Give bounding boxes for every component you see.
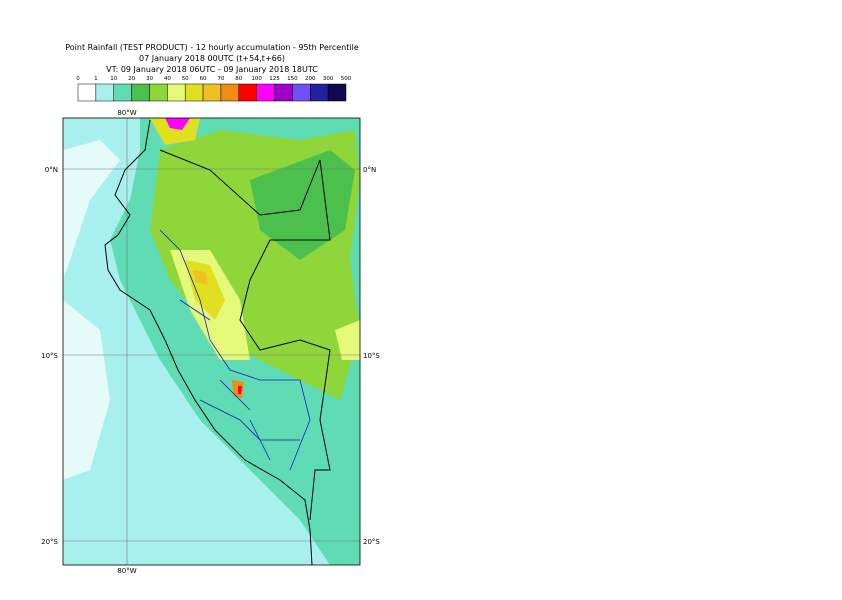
legend-swatch xyxy=(77,83,97,102)
legend-label: 60 xyxy=(200,76,207,82)
legend-label: 100 xyxy=(251,76,262,82)
lat-label: 10°S xyxy=(41,352,58,360)
legend-label: 20 xyxy=(128,76,135,82)
legend-swatch xyxy=(292,83,311,102)
lat-label: 20°S xyxy=(363,538,380,546)
legend-swatch xyxy=(131,83,150,102)
map xyxy=(63,118,360,565)
legend-label: 150 xyxy=(287,76,298,82)
lat-label: 0°N xyxy=(363,166,376,174)
legend-swatch xyxy=(274,83,293,102)
legend-swatch xyxy=(95,83,114,102)
legend-swatch xyxy=(167,83,186,102)
lat-label: 0°N xyxy=(45,166,58,174)
legend-label: 40 xyxy=(164,76,171,82)
valid-time: VT: 09 January 2018 06UTC - 09 January 2… xyxy=(106,65,318,74)
legend-swatch xyxy=(202,83,222,102)
legend-swatch xyxy=(220,83,240,102)
legend: 0 1 10 20 30 40 50 60 70 80 100 125 150 200 300 500 xyxy=(76,76,352,102)
base-time: 07 January 2018 00UTC (t+54,t+66) xyxy=(139,54,285,63)
lon-label: 80°W xyxy=(117,567,136,575)
legend-swatch xyxy=(310,83,329,102)
legend-label: 300 xyxy=(323,76,334,82)
legend-label: 50 xyxy=(182,76,189,82)
legend-label: 1 xyxy=(94,76,98,82)
lat-label: 20°S xyxy=(41,538,58,546)
legend-swatch xyxy=(149,83,168,102)
legend-swatch xyxy=(327,83,347,102)
legend-label: 125 xyxy=(269,76,280,82)
legend-swatch xyxy=(113,83,132,102)
legend-label: 0 xyxy=(76,76,80,82)
legend-swatch xyxy=(184,83,204,102)
legend-label: 80 xyxy=(235,76,242,82)
legend-label: 200 xyxy=(305,76,316,82)
legend-label: 70 xyxy=(217,76,224,82)
title: Point Rainfall (TEST PRODUCT) - 12 hourl… xyxy=(65,43,359,52)
legend-label: 30 xyxy=(146,76,153,82)
lon-label: 80°W xyxy=(117,109,136,117)
legend-label: 10 xyxy=(110,76,117,82)
legend-swatch xyxy=(256,83,275,102)
legend-swatch xyxy=(238,83,257,102)
graticule-labels: 80°W 80°W 0°N 0°N 10°S 10°S 20°S 20°S xyxy=(41,109,380,575)
legend-label: 500 xyxy=(341,76,352,82)
lat-label: 10°S xyxy=(363,352,380,360)
